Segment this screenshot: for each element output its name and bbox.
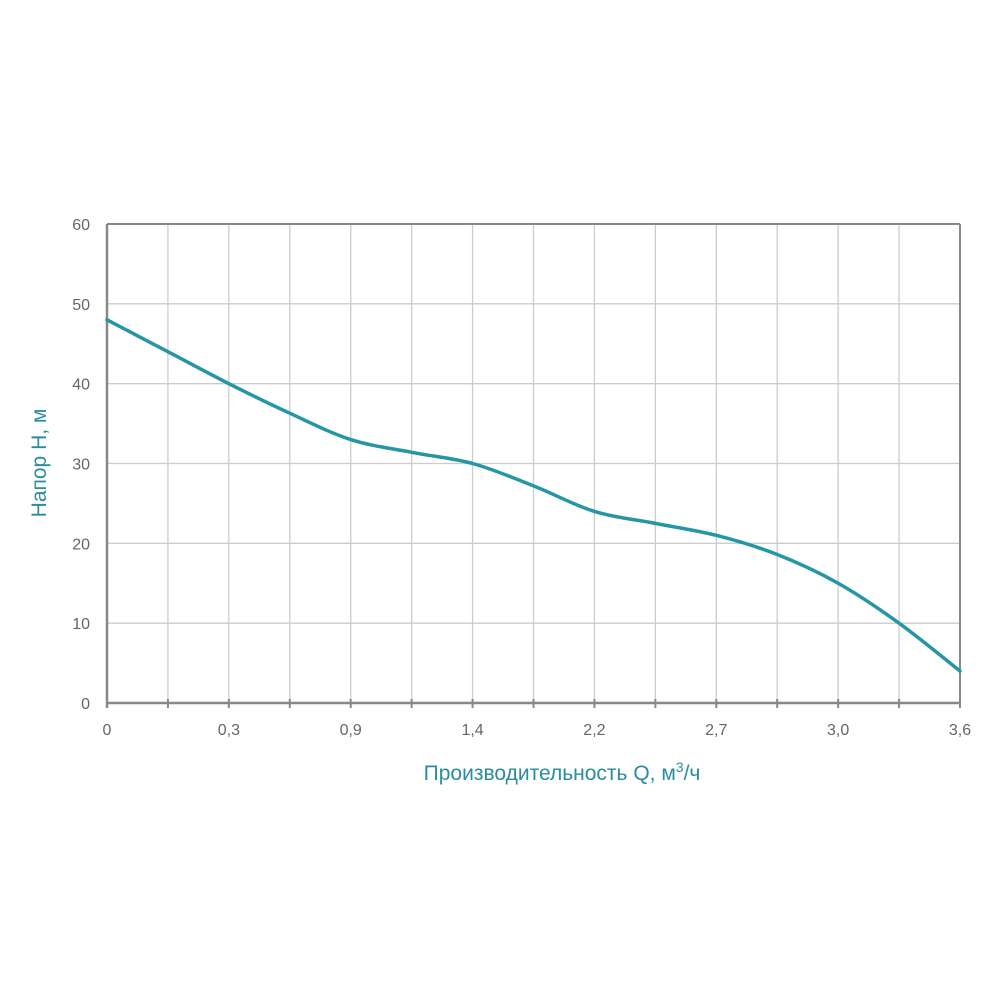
x-axis-label-main: Производительность Q, м (424, 762, 676, 785)
x-tick-label: 0 (103, 722, 112, 739)
x-axis-label-suffix: /ч (684, 762, 701, 785)
tick-labels: 0 10 20 30 40 50 60 0 0,3 0,9 1,4 2,2 2,7 3,0 3,6 (72, 217, 971, 739)
y-axis-label: Напор H, м (28, 409, 51, 518)
y-tick-label: 10 (72, 616, 90, 633)
x-tick-label: 2,7 (705, 722, 727, 739)
series-line-head (105, 318, 962, 673)
x-axis-label: Производительность Q, м3/ч (424, 759, 701, 785)
x-tick-label: 0,9 (340, 722, 362, 739)
x-tick-label: 0,3 (218, 722, 240, 739)
axes (105, 223, 961, 708)
y-tick-label: 40 (72, 377, 90, 394)
x-tick-label: 3,0 (827, 722, 849, 739)
y-tick-label: 20 (72, 536, 90, 553)
grid (107, 223, 961, 703)
y-tick-label: 50 (72, 297, 90, 314)
y-tick-label: 60 (72, 217, 90, 234)
x-axis-label-sup: 3 (676, 759, 684, 775)
x-tick-label: 2,2 (583, 722, 605, 739)
y-tick-label: 0 (81, 696, 90, 713)
y-tick-label: 30 (72, 457, 90, 474)
x-tick-label: 1,4 (461, 722, 483, 739)
x-tick-label: 3,6 (949, 722, 971, 739)
